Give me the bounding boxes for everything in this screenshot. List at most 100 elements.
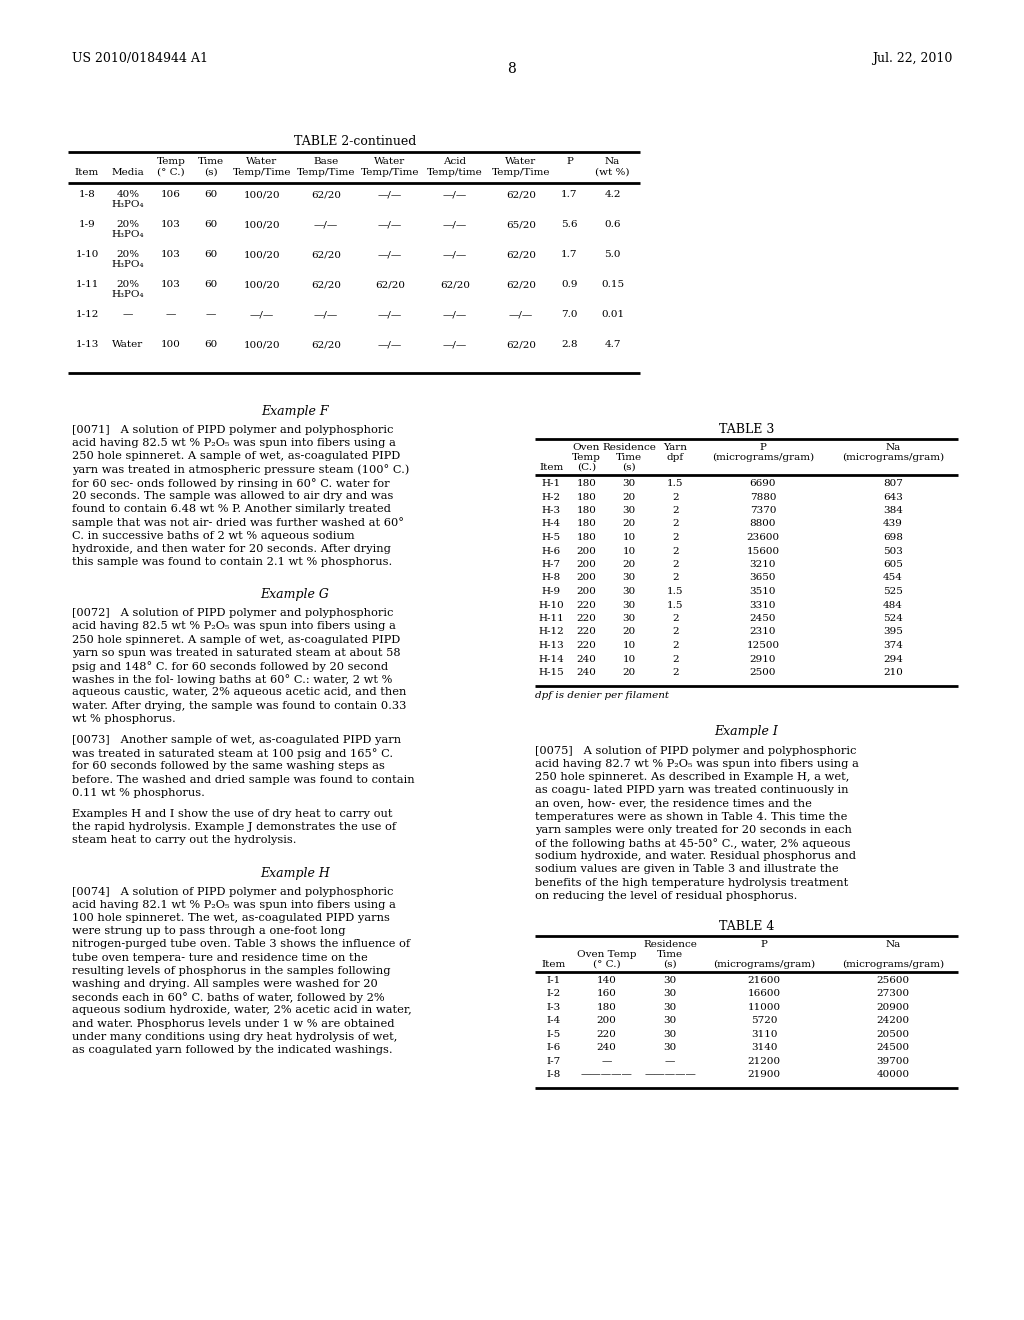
Text: 643: 643 — [883, 492, 903, 502]
Text: water. After drying, the sample was found to contain 0.33: water. After drying, the sample was foun… — [72, 701, 407, 710]
Text: (micrograms/gram): (micrograms/gram) — [713, 960, 815, 969]
Text: 20: 20 — [623, 560, 636, 569]
Text: 200: 200 — [597, 1016, 616, 1026]
Text: wt % phosphorus.: wt % phosphorus. — [72, 714, 176, 723]
Text: H-11: H-11 — [539, 614, 564, 623]
Text: —/—: —/— — [378, 341, 402, 348]
Text: —/—: —/— — [509, 310, 534, 319]
Text: 40000: 40000 — [877, 1071, 909, 1080]
Text: 62/20: 62/20 — [311, 249, 341, 259]
Text: —: — — [166, 310, 176, 319]
Text: 160: 160 — [597, 990, 616, 998]
Text: I-6: I-6 — [547, 1043, 561, 1052]
Text: was treated in saturated steam at 100 psig and 165° C.: was treated in saturated steam at 100 ps… — [72, 748, 393, 759]
Text: this sample was found to contain 2.1 wt % phosphorus.: this sample was found to contain 2.1 wt … — [72, 557, 392, 568]
Text: Oven: Oven — [572, 444, 600, 451]
Text: 1-12: 1-12 — [76, 310, 98, 319]
Text: 180: 180 — [577, 506, 596, 515]
Text: 2910: 2910 — [750, 655, 776, 664]
Text: 1-11: 1-11 — [76, 280, 98, 289]
Text: Water: Water — [375, 157, 406, 166]
Text: 7880: 7880 — [750, 492, 776, 502]
Text: nitrogen-purged tube oven. Table 3 shows the influence of: nitrogen-purged tube oven. Table 3 shows… — [72, 940, 411, 949]
Text: 10: 10 — [623, 533, 636, 543]
Text: Temp/Time: Temp/Time — [492, 168, 550, 177]
Text: 30: 30 — [623, 479, 636, 488]
Text: Media: Media — [112, 168, 144, 177]
Text: temperatures were as shown in Table 4. This time the: temperatures were as shown in Table 4. T… — [535, 812, 848, 821]
Text: Time: Time — [657, 950, 683, 958]
Text: Residence: Residence — [643, 940, 697, 949]
Text: the rapid hydrolysis. Example J demonstrates the use of: the rapid hydrolysis. Example J demonstr… — [72, 822, 396, 832]
Text: H₃PO₄: H₃PO₄ — [112, 230, 144, 239]
Text: 27300: 27300 — [877, 990, 909, 998]
Text: and water. Phosphorus levels under 1 w % are obtained: and water. Phosphorus levels under 1 w %… — [72, 1019, 394, 1028]
Text: 65/20: 65/20 — [506, 220, 536, 228]
Text: (wt %): (wt %) — [595, 168, 630, 177]
Text: H₃PO₄: H₃PO₄ — [112, 201, 144, 209]
Text: 503: 503 — [883, 546, 903, 556]
Text: 24200: 24200 — [877, 1016, 909, 1026]
Text: Examples H and I show the use of dry heat to carry out: Examples H and I show the use of dry hea… — [72, 809, 392, 818]
Text: 2: 2 — [672, 655, 679, 664]
Text: 2310: 2310 — [750, 627, 776, 636]
Text: 62/20: 62/20 — [506, 341, 536, 348]
Text: Item: Item — [75, 168, 99, 177]
Text: for 60 seconds followed by the same washing steps as: for 60 seconds followed by the same wash… — [72, 762, 385, 771]
Text: US 2010/0184944 A1: US 2010/0184944 A1 — [72, 51, 208, 65]
Text: C. in successive baths of 2 wt % aqueous sodium: C. in successive baths of 2 wt % aqueous… — [72, 531, 354, 541]
Text: found to contain 6.48 wt % P. Another similarly treated: found to contain 6.48 wt % P. Another si… — [72, 504, 391, 515]
Text: 395: 395 — [883, 627, 903, 636]
Text: 62/20: 62/20 — [311, 341, 341, 348]
Text: 20900: 20900 — [877, 1003, 909, 1012]
Text: 2: 2 — [672, 492, 679, 502]
Text: H-1: H-1 — [542, 479, 561, 488]
Text: 100/20: 100/20 — [244, 249, 281, 259]
Text: 0.15: 0.15 — [601, 280, 624, 289]
Text: Oven Temp: Oven Temp — [577, 950, 636, 958]
Text: 200: 200 — [577, 587, 596, 597]
Text: 10: 10 — [623, 655, 636, 664]
Text: 140: 140 — [597, 975, 616, 985]
Text: Temp/time: Temp/time — [427, 168, 483, 177]
Text: 20 seconds. The sample was allowed to air dry and was: 20 seconds. The sample was allowed to ai… — [72, 491, 393, 502]
Text: 30: 30 — [664, 1043, 677, 1052]
Text: 3140: 3140 — [751, 1043, 777, 1052]
Text: 12500: 12500 — [746, 642, 779, 649]
Text: 1-8: 1-8 — [79, 190, 95, 199]
Text: dpf: dpf — [667, 453, 684, 462]
Text: P: P — [760, 444, 766, 451]
Text: P: P — [566, 157, 573, 166]
Text: H-9: H-9 — [542, 587, 561, 597]
Text: 220: 220 — [597, 1030, 616, 1039]
Text: Na: Na — [886, 940, 901, 949]
Text: H-4: H-4 — [542, 520, 561, 528]
Text: 30: 30 — [664, 1030, 677, 1039]
Text: 1.5: 1.5 — [668, 601, 684, 610]
Text: H-5: H-5 — [542, 533, 561, 543]
Text: 180: 180 — [577, 520, 596, 528]
Text: 250 hole spinneret. A sample of wet, as-coagulated PIPD: 250 hole spinneret. A sample of wet, as-… — [72, 451, 400, 462]
Text: (s): (s) — [204, 168, 218, 177]
Text: as coagu- lated PIPD yarn was treated continuously in: as coagu- lated PIPD yarn was treated co… — [535, 785, 849, 795]
Text: 180: 180 — [597, 1003, 616, 1012]
Text: 62/20: 62/20 — [506, 249, 536, 259]
Text: —/—: —/— — [314, 310, 338, 319]
Text: benefits of the high temperature hydrolysis treatment: benefits of the high temperature hydroly… — [535, 878, 848, 887]
Text: 1.7: 1.7 — [561, 249, 578, 259]
Text: 2: 2 — [672, 546, 679, 556]
Text: Na: Na — [886, 444, 901, 451]
Text: as coagulated yarn followed by the indicated washings.: as coagulated yarn followed by the indic… — [72, 1045, 392, 1055]
Text: 39700: 39700 — [877, 1057, 909, 1067]
Text: 210: 210 — [883, 668, 903, 677]
Text: Yarn: Yarn — [664, 444, 687, 451]
Text: H-13: H-13 — [539, 642, 564, 649]
Text: 100 hole spinneret. The wet, as-coagulated PIPD yarns: 100 hole spinneret. The wet, as-coagulat… — [72, 913, 390, 923]
Text: 240: 240 — [577, 668, 596, 677]
Text: TABLE 2-continued: TABLE 2-continued — [294, 135, 416, 148]
Text: H-12: H-12 — [539, 627, 564, 636]
Text: [0075]   A solution of PIPD polymer and polyphosphoric: [0075] A solution of PIPD polymer and po… — [535, 746, 856, 755]
Text: —/—: —/— — [442, 190, 467, 199]
Text: 21600: 21600 — [748, 975, 780, 985]
Text: yarn so spun was treated in saturated steam at about 58: yarn so spun was treated in saturated st… — [72, 648, 400, 657]
